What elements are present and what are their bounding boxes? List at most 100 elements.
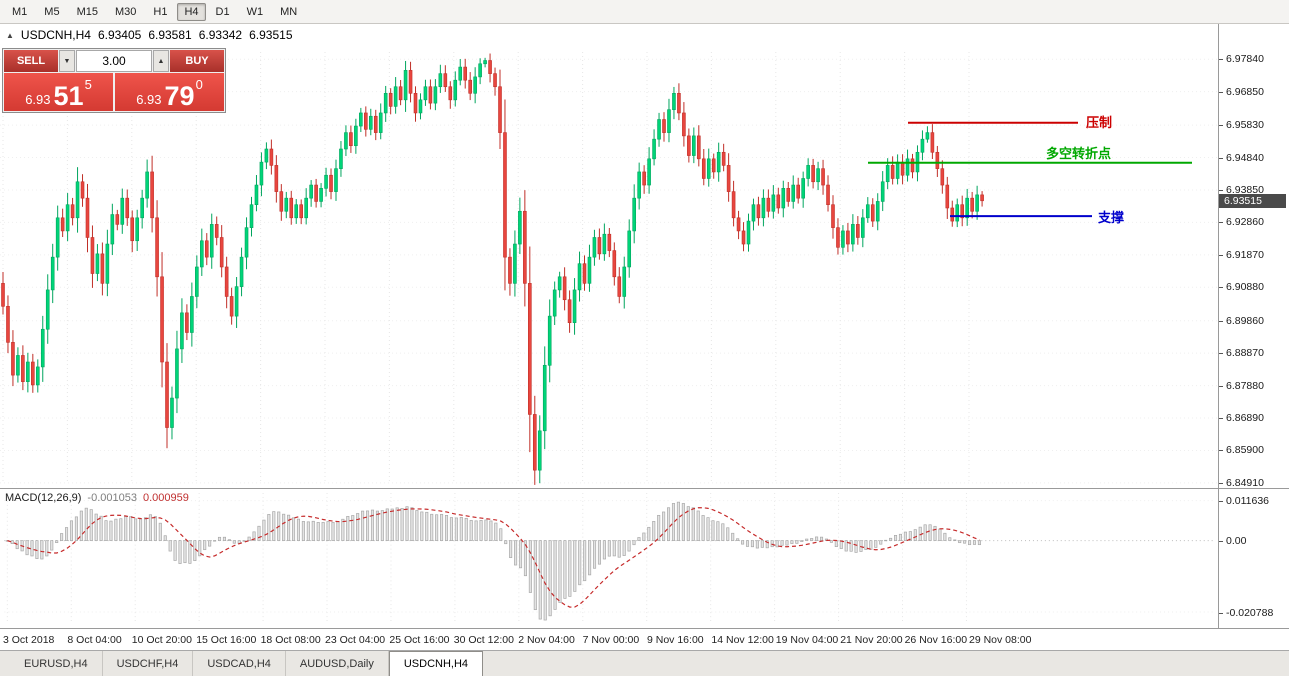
price-axis-tick bbox=[1219, 125, 1223, 127]
symbol-tab-usdcnh-h4[interactable]: USDCNH,H4 bbox=[388, 651, 484, 676]
candle bbox=[806, 165, 810, 179]
timeframe-button-w1[interactable]: W1 bbox=[246, 5, 264, 18]
resistance-label[interactable]: 压制 bbox=[1086, 115, 1112, 130]
symbol-tab-audusd-daily[interactable]: AUDUSD,Daily bbox=[286, 651, 389, 676]
candle bbox=[612, 250, 617, 278]
time-axis-label: 19 Nov 04:00 bbox=[775, 634, 839, 646]
candle bbox=[692, 135, 696, 156]
candle bbox=[70, 204, 75, 219]
candle bbox=[229, 296, 234, 317]
timeframe-button-d1[interactable]: D1 bbox=[215, 5, 230, 18]
candle bbox=[935, 151, 940, 169]
candle bbox=[373, 115, 378, 133]
bull-bear-pivot-label[interactable]: 多空转折点 bbox=[1046, 146, 1111, 161]
candle bbox=[766, 197, 771, 212]
candle bbox=[309, 184, 313, 199]
volume-increase-button[interactable]: ▲ bbox=[153, 50, 169, 72]
candle bbox=[483, 60, 487, 65]
candle bbox=[26, 361, 30, 382]
price-axis-label: 6.93850 bbox=[1226, 183, 1264, 196]
candle bbox=[135, 217, 139, 242]
timeframe-button-m30[interactable]: M30 bbox=[114, 5, 137, 18]
candle bbox=[831, 204, 835, 228]
ohlc-low: 6.93342 bbox=[198, 28, 243, 42]
candle bbox=[890, 165, 895, 179]
macd-axis-tick bbox=[1219, 612, 1223, 614]
price-axis-label: 6.86890 bbox=[1226, 412, 1264, 425]
price-axis-tick bbox=[1219, 385, 1223, 387]
candle bbox=[523, 210, 527, 284]
candle bbox=[473, 76, 477, 94]
candle bbox=[75, 181, 80, 219]
ohlc-high: 6.93581 bbox=[148, 28, 192, 42]
candle bbox=[970, 197, 974, 212]
candle bbox=[160, 276, 164, 363]
candle bbox=[115, 214, 120, 225]
timeframe-button-h1[interactable]: H1 bbox=[153, 5, 168, 18]
buy-price-display[interactable]: 6.93 79 0 bbox=[115, 73, 224, 111]
price-axis-tick bbox=[1219, 189, 1223, 191]
candle bbox=[980, 194, 984, 202]
candle bbox=[826, 184, 830, 206]
candle bbox=[214, 224, 219, 238]
candle bbox=[344, 132, 348, 150]
candle bbox=[110, 214, 115, 245]
buy-price-sup: 0 bbox=[195, 77, 203, 92]
macd-chart-svg[interactable] bbox=[0, 488, 1218, 628]
candle bbox=[910, 158, 915, 173]
time-axis-label: 14 Nov 12:00 bbox=[711, 634, 774, 646]
buy-button[interactable]: BUY bbox=[170, 50, 224, 72]
sell-price-display[interactable]: 6.93 51 5 bbox=[4, 73, 113, 111]
candle bbox=[264, 148, 269, 163]
macd-signal-line bbox=[7, 507, 980, 608]
support-label[interactable]: 支撑 bbox=[1097, 210, 1124, 225]
price-axis-tick bbox=[1219, 222, 1223, 224]
candle bbox=[875, 201, 880, 222]
candle bbox=[438, 73, 443, 88]
candle bbox=[383, 92, 388, 114]
time-axis-label: 21 Nov 20:00 bbox=[840, 634, 903, 646]
timeframe-button-m15[interactable]: M15 bbox=[76, 5, 98, 18]
volume-input[interactable] bbox=[76, 50, 152, 72]
candle bbox=[657, 119, 661, 140]
candle bbox=[175, 348, 179, 399]
candle bbox=[726, 165, 731, 192]
timeframe-button-h4[interactable]: H4 bbox=[177, 2, 206, 21]
time-axis[interactable]: 3 Oct 2018 8 Oct 04:00 10 Oct 20:00 15 Oct … bbox=[0, 628, 1289, 650]
timeframe-button-m5[interactable]: M5 bbox=[44, 5, 60, 18]
candle bbox=[716, 151, 721, 173]
price-axis-label: 6.91870 bbox=[1226, 248, 1264, 261]
candle bbox=[195, 266, 199, 297]
candle bbox=[478, 63, 482, 78]
candle bbox=[841, 230, 845, 248]
timeframe-button-m1[interactable]: M1 bbox=[12, 5, 28, 18]
symbol-tab-eurusd-h4[interactable]: EURUSD,H4 bbox=[10, 651, 103, 676]
candle bbox=[65, 204, 70, 232]
candle bbox=[851, 224, 855, 245]
time-axis-label: 23 Oct 04:00 bbox=[325, 634, 386, 646]
macd-axis-label: -0.020788 bbox=[1226, 606, 1274, 619]
volume-decrease-button[interactable]: ▼ bbox=[59, 50, 75, 72]
sell-button[interactable]: SELL bbox=[4, 50, 58, 72]
candle bbox=[975, 194, 979, 212]
candle bbox=[701, 158, 706, 179]
candle bbox=[433, 86, 438, 104]
price-axis-tick bbox=[1219, 320, 1223, 322]
candle bbox=[900, 161, 905, 176]
symbol-tab-usdcad-h4[interactable]: USDCAD,H4 bbox=[193, 651, 286, 676]
symbol-tab-usdchf-h4[interactable]: USDCHF,H4 bbox=[103, 651, 194, 676]
candle bbox=[130, 217, 135, 242]
candle bbox=[254, 184, 259, 206]
candle bbox=[662, 119, 666, 133]
candle bbox=[706, 158, 711, 179]
candle bbox=[204, 240, 209, 258]
candle bbox=[80, 181, 85, 199]
candle bbox=[632, 197, 636, 232]
candle bbox=[592, 237, 597, 258]
candle bbox=[801, 178, 805, 199]
candle bbox=[950, 207, 955, 222]
price-axis-label: 6.97840 bbox=[1226, 53, 1264, 66]
price-axis-label: 6.92860 bbox=[1226, 216, 1264, 229]
candle bbox=[418, 99, 423, 114]
timeframe-button-mn[interactable]: MN bbox=[280, 5, 298, 18]
